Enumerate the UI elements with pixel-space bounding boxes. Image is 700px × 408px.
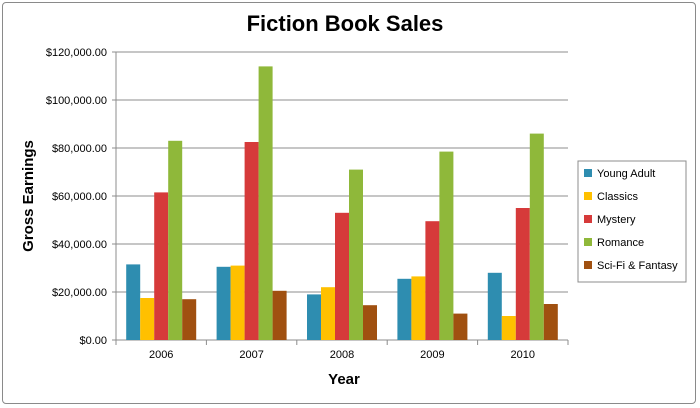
bar-classics-2007: [230, 265, 245, 340]
bar-romance-2009: [439, 151, 454, 340]
bar-mystery-2008: [335, 212, 349, 340]
bar-mystery-2007: [244, 142, 259, 340]
y-tick-label: $100,000.00: [46, 95, 107, 107]
legend-swatch: [584, 238, 592, 246]
legend-swatch: [584, 169, 592, 177]
bar-young-adult-2009: [397, 278, 412, 340]
x-tick-label: 2009: [420, 349, 444, 361]
bar-classics-2010: [501, 316, 516, 340]
y-tick-label: $0.00: [79, 335, 107, 347]
bar-sci-fi-fantasy-2007: [272, 290, 287, 340]
legend-swatch: [584, 261, 592, 269]
bar-sci-fi-fantasy-2008: [363, 305, 377, 340]
x-tick-label: 2010: [511, 349, 535, 361]
bar-young-adult-2006: [126, 264, 141, 340]
bar-sci-fi-fantasy-2010: [543, 304, 558, 340]
bar-young-adult-2008: [307, 294, 321, 340]
y-tick-label: $120,000.00: [46, 47, 107, 59]
x-tick-label: 2007: [239, 349, 263, 361]
legend-label: Young Adult: [597, 168, 655, 180]
y-tick-label: $20,000.00: [52, 287, 107, 299]
chart-title: Fiction Book Sales: [247, 11, 444, 36]
bar-mystery-2010: [515, 208, 530, 340]
legend-swatch: [584, 192, 592, 200]
y-axis-title: Gross Earnings: [20, 140, 37, 252]
legend-label: Classics: [597, 191, 638, 203]
x-tick-label: 2006: [149, 349, 173, 361]
bar-romance-2006: [168, 140, 183, 340]
bar-mystery-2006: [154, 192, 169, 340]
y-axis-ticks: $0.00 $20,000.00 $40,000.00 $60,000.00 $80,0…: [46, 47, 107, 347]
legend-label: Sci-Fi & Fantasy: [597, 260, 678, 272]
bar-classics-2009: [411, 276, 426, 340]
y-tick-label: $80,000.00: [52, 143, 107, 155]
legend-swatch: [584, 215, 592, 223]
x-tick-label: 2008: [330, 349, 354, 361]
legend-label: Mystery: [597, 214, 636, 226]
y-tick-label: $60,000.00: [52, 191, 107, 203]
legend: Young Adult Classics Mystery Romance Sci-Fi …: [577, 160, 687, 283]
y-tick-label: $40,000.00: [52, 239, 107, 251]
bars: [126, 66, 558, 341]
bar-romance-2008: [349, 169, 363, 340]
bar-mystery-2009: [425, 221, 440, 340]
bar-classics-2008: [321, 287, 335, 340]
x-axis-title: Year: [328, 371, 360, 388]
legend-label: Romance: [597, 237, 644, 249]
legend-box: [577, 160, 687, 283]
bar-romance-2007: [258, 66, 273, 341]
bar-romance-2010: [529, 133, 544, 340]
bar-young-adult-2007: [216, 266, 231, 340]
bar-young-adult-2010: [487, 272, 502, 340]
x-axis-ticks: 2006 2007 2008 2009 2010: [115, 340, 569, 361]
bar-sci-fi-fantasy-2009: [453, 313, 468, 340]
bar-sci-fi-fantasy-2006: [182, 299, 197, 340]
bar-classics-2006: [140, 298, 155, 340]
